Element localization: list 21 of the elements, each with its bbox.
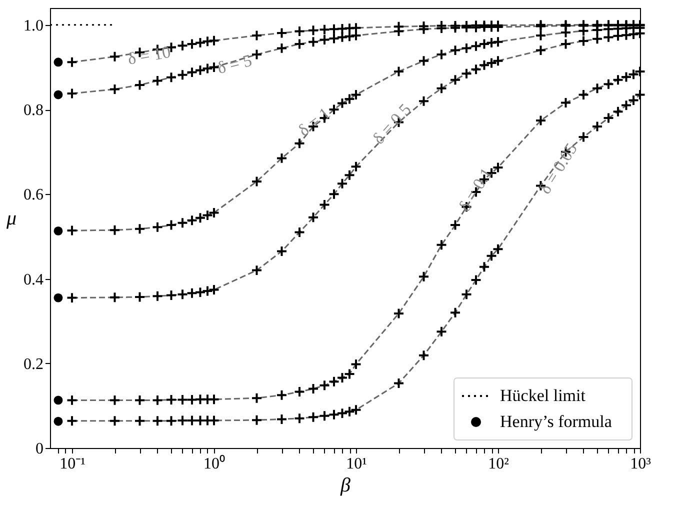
y-tick-label: 0.8 — [24, 102, 44, 120]
x-tick-label: 10¹ — [346, 456, 368, 472]
y-tick-label: 1.0 — [24, 17, 44, 34]
annotation: δ = 0.5 — [368, 100, 415, 148]
annotation: δ = 0.1 — [454, 164, 496, 215]
x-tick-label: 10² — [488, 456, 510, 472]
y-tick-label: 0 — [36, 440, 44, 458]
annotation: δ = 5 — [216, 50, 254, 78]
y-axis-title: μ — [5, 208, 17, 230]
legend-label: Hückel limit — [500, 386, 586, 405]
x-tick-label: 10⁰ — [203, 454, 226, 472]
y-tick-label: 0.4 — [24, 271, 44, 288]
y-tick-label: 0.6 — [24, 186, 44, 204]
x-axis-title: β — [340, 474, 351, 496]
annotation: δ = 1 — [294, 104, 334, 140]
legend-label: Henry’s formula — [500, 412, 612, 431]
annotation: δ = 0.05 — [535, 140, 581, 198]
y-tick-label: 0.2 — [24, 356, 44, 373]
x-tick-label: 10³ — [630, 456, 652, 472]
annotation: δ = 10 — [126, 42, 172, 68]
x-tick-label: 10⁻¹ — [60, 456, 86, 472]
